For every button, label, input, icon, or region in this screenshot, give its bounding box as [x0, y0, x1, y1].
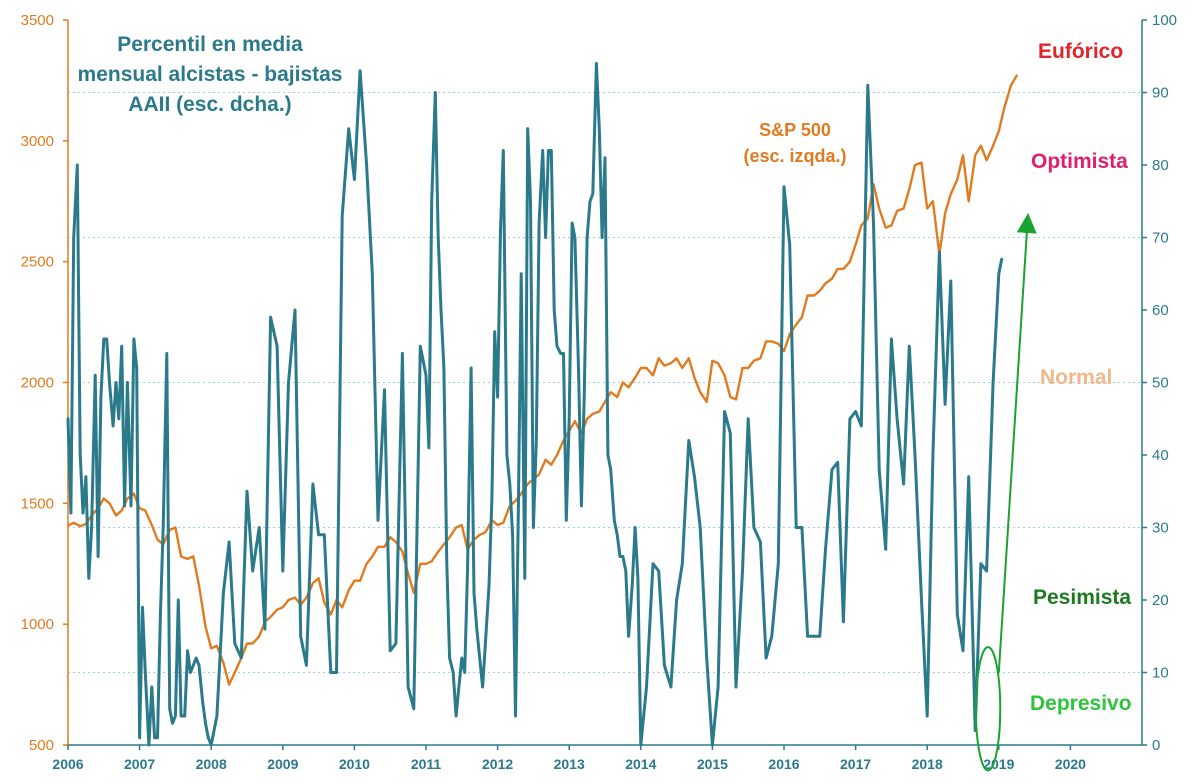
right-tick-label-20: 20: [1152, 592, 1169, 609]
sp500-line: [66, 74, 1018, 686]
left-tick-label-2500: 2500: [21, 254, 54, 271]
right-tick-label-0: 0: [1152, 737, 1160, 754]
aaii-series-label: Percentil en media mensual alcistas - ba…: [70, 30, 350, 120]
left-tick-label-3000: 3000: [21, 133, 54, 150]
aaii-label-line-1: Percentil en media: [117, 33, 303, 56]
x-tick-label-2018: 2018: [912, 756, 943, 772]
x-tick-label-2008: 2008: [196, 756, 227, 772]
left-tick-label-1000: 1000: [21, 616, 54, 633]
aaii-percentile-line: [66, 62, 1004, 747]
right-tick-label-70: 70: [1152, 230, 1169, 247]
left-tick-label-1500: 1500: [21, 495, 54, 512]
right-tick-label-30: 30: [1152, 520, 1169, 537]
right-tick-label-10: 10: [1152, 665, 1169, 682]
sp500-label-line-1: S&P 500: [759, 120, 831, 140]
depressive-highlight-ellipse: [974, 646, 1002, 772]
x-tick-label-2010: 2010: [339, 756, 370, 772]
right-tick-label-40: 40: [1152, 447, 1169, 464]
x-tick-label-2009: 2009: [267, 756, 298, 772]
sentiment-pesimista: Pesimista: [1033, 586, 1132, 609]
trend-arrow: [997, 213, 1037, 673]
left-tick-label-2000: 2000: [21, 375, 54, 392]
right-tick-label-90: 90: [1152, 85, 1169, 102]
x-tick-label-2020: 2020: [1055, 756, 1086, 772]
annotations: [974, 213, 1037, 772]
right-tick-label-60: 60: [1152, 302, 1169, 319]
x-tick-label-2015: 2015: [697, 756, 728, 772]
left-tick-label-3500: 3500: [21, 12, 54, 29]
axes: [63, 19, 1147, 750]
right-tick-label-50: 50: [1152, 375, 1169, 392]
x-tick-label-2017: 2017: [840, 756, 871, 772]
x-tick-label-2007: 2007: [124, 756, 155, 772]
sentiment-normal: Normal: [1040, 366, 1113, 389]
x-tick-label-2013: 2013: [554, 756, 585, 772]
x-tick-label-2012: 2012: [482, 756, 513, 772]
x-tick-label-2016: 2016: [768, 756, 799, 772]
aaii-label-line-3: AAII (esc. dcha.): [128, 93, 292, 116]
left-tick-label-500: 500: [29, 737, 54, 754]
sentiment-optimista: Optimista: [1031, 150, 1128, 173]
sentiment-euforico: Eufórico: [1038, 40, 1124, 63]
right-tick-label-100: 100: [1152, 12, 1177, 29]
right-tick-label-80: 80: [1152, 157, 1169, 174]
x-tick-label-2006: 2006: [52, 756, 83, 772]
tick-labels: 500 1000 1500 2000 2500 3000 3500 0 10 20 30 40 50 60…: [21, 12, 1177, 772]
aaii-label-line-2: mensual alcistas - bajistas: [77, 63, 343, 86]
x-tick-label-2011: 2011: [411, 756, 442, 772]
sp500-series-label: S&P 500 (esc. izqda.): [720, 117, 870, 169]
series-lines: [66, 62, 1018, 747]
x-tick-label-2014: 2014: [625, 756, 656, 772]
sp500-label-line-2: (esc. izqda.): [743, 146, 847, 166]
sentiment-depresivo: Depresivo: [1030, 692, 1132, 715]
